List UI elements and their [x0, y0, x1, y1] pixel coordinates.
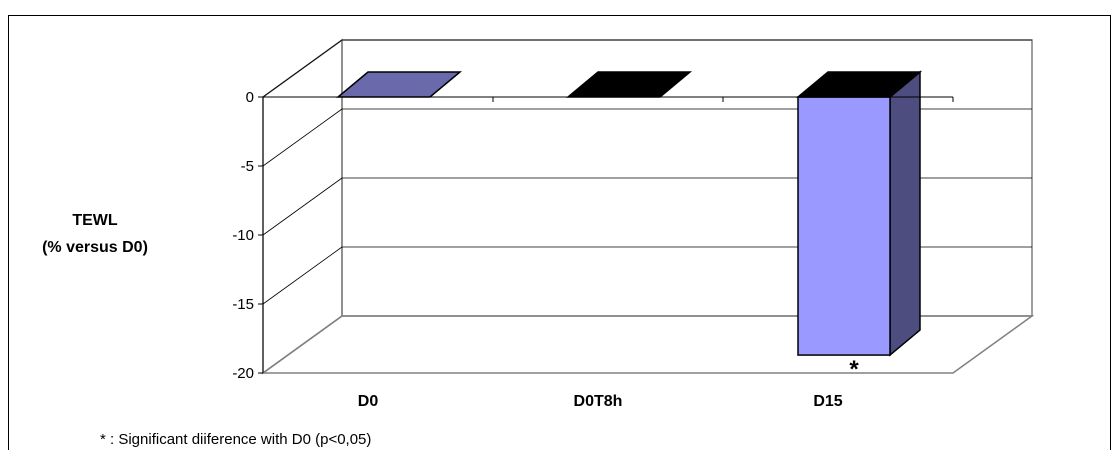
bars: * — [335, 70, 923, 383]
floor — [260, 315, 1035, 374]
bar-D0T8h — [565, 71, 693, 98]
gridline-side — [262, 246, 343, 305]
chart-outer-border — [8, 15, 1111, 450]
significance-marker: * — [849, 356, 859, 383]
bar-top-face — [335, 71, 463, 98]
gridline-side — [262, 39, 343, 98]
footnote: * : Significant diiference with D0 (p<0,… — [100, 431, 371, 448]
x-category-label: D0 — [358, 393, 379, 410]
y-axis-ticks: 0 -5 -10 -15 -20 — [232, 89, 263, 382]
bar-side-face — [889, 70, 921, 357]
y-tick-label: -20 — [232, 365, 254, 382]
bar-front-face — [797, 96, 891, 356]
bar-D15: * — [795, 70, 923, 383]
gridline-side — [262, 177, 343, 236]
y-tick-label: -10 — [232, 227, 254, 244]
gridline-side — [262, 108, 343, 167]
x-category-label: D0T8h — [574, 393, 623, 410]
bar-D0 — [335, 71, 463, 98]
y-tick-label: -5 — [241, 158, 254, 175]
y-axis-label-line-1: TEWL — [72, 212, 118, 229]
y-tick-label: 0 — [246, 89, 254, 106]
y-axis-title: TEWL (% versus D0) — [42, 212, 148, 256]
chart-border — [8, 15, 1111, 450]
x-category-label: D15 — [813, 393, 842, 410]
bar-top-face — [565, 71, 693, 98]
y-tick-label: -15 — [232, 296, 254, 313]
y-axis-label-line-2: (% versus D0) — [42, 239, 148, 256]
x-axis-categories: D0 D0T8h D15 — [262, 96, 954, 410]
